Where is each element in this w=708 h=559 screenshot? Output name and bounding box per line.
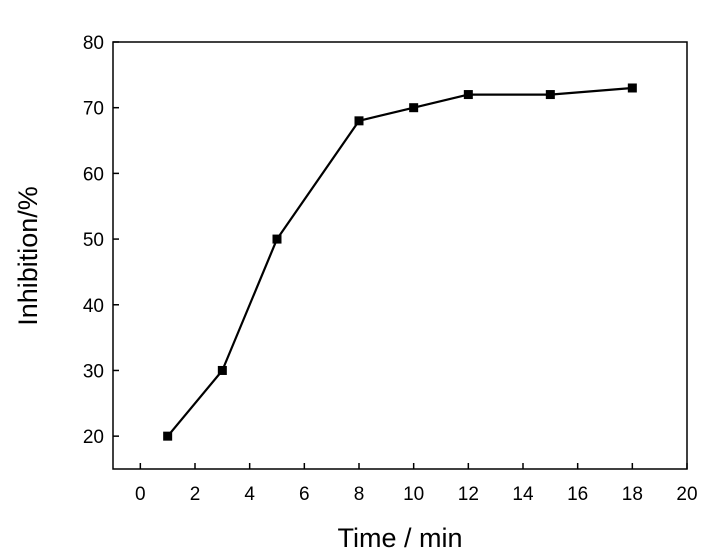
data-point: [545, 90, 555, 100]
series-line: [166, 86, 633, 437]
data-point: [163, 431, 173, 441]
x-tick-label: 6: [299, 484, 310, 505]
y-tick-label: 80: [83, 33, 104, 54]
plot-frame: [112, 41, 688, 470]
data-point: [217, 365, 227, 375]
x-tick-label: 16: [567, 484, 588, 505]
y-axis: 20 30 40 50 60 70 80: [83, 33, 119, 448]
x-axis-title: Time / min: [337, 523, 462, 553]
y-tick-label: 20: [83, 427, 104, 448]
y-tick-label: 40: [83, 296, 104, 317]
x-tick-label: 2: [190, 484, 201, 505]
series: [163, 83, 637, 441]
y-tick-label: 60: [83, 164, 104, 185]
y-tick-label: 50: [83, 230, 104, 251]
x-tick-label: 8: [354, 484, 365, 505]
x-tick-label: 0: [135, 484, 146, 505]
x-tick-label: 10: [403, 484, 424, 505]
x-axis: 0 2 4 6 8 10 12 14 16 18 20: [135, 463, 698, 505]
data-point: [463, 90, 473, 100]
x-tick-label: 14: [512, 484, 534, 505]
data-point: [409, 103, 419, 113]
x-tick-label: 12: [458, 484, 479, 505]
y-tick-label: 30: [83, 361, 104, 382]
data-point: [272, 234, 282, 244]
data-point: [627, 83, 637, 93]
data-point: [354, 116, 364, 126]
y-axis-title: Inhibition/%: [13, 186, 43, 326]
x-tick-label: 4: [244, 484, 255, 505]
x-tick-label: 18: [622, 484, 643, 505]
x-tick-label: 20: [676, 484, 697, 505]
y-tick-label: 70: [83, 99, 104, 120]
